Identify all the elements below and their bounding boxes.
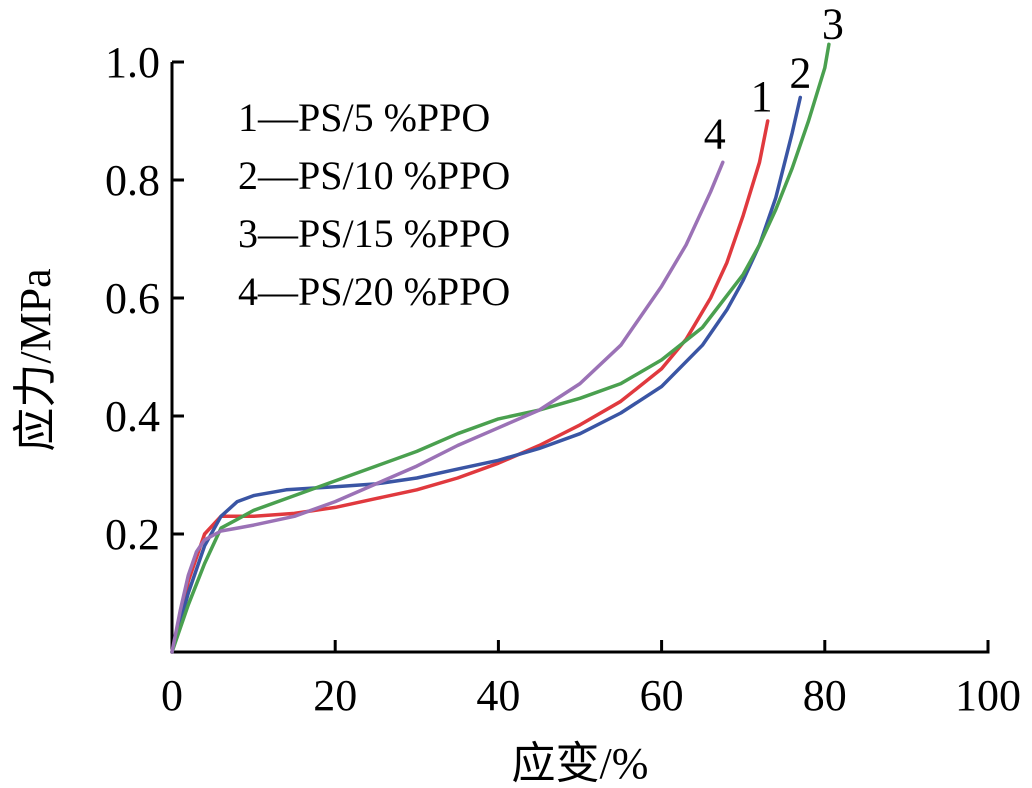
y-tick-label: 0.4 xyxy=(105,392,160,441)
legend-entry: 3—PS/15 %PPO xyxy=(238,211,510,256)
y-axis: 0.2 0.4 0.6 0.8 1.0 xyxy=(105,38,184,652)
series-line-4 xyxy=(170,160,725,654)
series-line-1 xyxy=(170,119,770,654)
series-line-2 xyxy=(170,95,803,654)
y-tick-label: 0.2 xyxy=(105,510,160,559)
legend-entry: 2—PS/10 %PPO xyxy=(238,153,510,198)
x-tick-label: 80 xyxy=(803,671,847,720)
x-tick-label: 0 xyxy=(161,671,183,720)
y-ticks: 0.2 0.4 0.6 0.8 1.0 xyxy=(105,38,184,559)
series-group xyxy=(170,42,831,654)
legend-entry: 1—PS/5 %PPO xyxy=(238,95,490,140)
x-tick-label: 60 xyxy=(640,671,684,720)
x-axis: 0 20 40 60 80 100 xyxy=(161,640,1021,720)
series-end-label-2: 2 xyxy=(789,48,811,97)
series-end-labels: 1 23 4 xyxy=(704,0,844,158)
x-tick-label: 20 xyxy=(313,671,357,720)
series-end-label-1: 1 xyxy=(751,72,773,121)
x-tick-label: 40 xyxy=(476,671,520,720)
legend: 1—PS/5 %PPO 2—PS/10 %PPO 3—PS/15 %PPO 4—PS/… xyxy=(238,95,510,314)
series-end-label-4: 4 xyxy=(704,109,726,158)
series-line-3 xyxy=(170,42,831,654)
series-end-label-3: 3 xyxy=(822,0,844,48)
x-ticks: 0 20 40 60 80 100 xyxy=(161,640,1021,720)
x-axis-title: 应变/% xyxy=(512,739,649,788)
legend-entry: 4—PS/20 %PPO xyxy=(238,269,510,314)
y-tick-label: 1.0 xyxy=(105,38,160,87)
y-tick-label: 0.6 xyxy=(105,274,160,323)
y-axis-title: 应力/MPa xyxy=(11,268,60,451)
y-tick-label: 0.8 xyxy=(105,156,160,205)
x-tick-label: 100 xyxy=(955,671,1021,720)
